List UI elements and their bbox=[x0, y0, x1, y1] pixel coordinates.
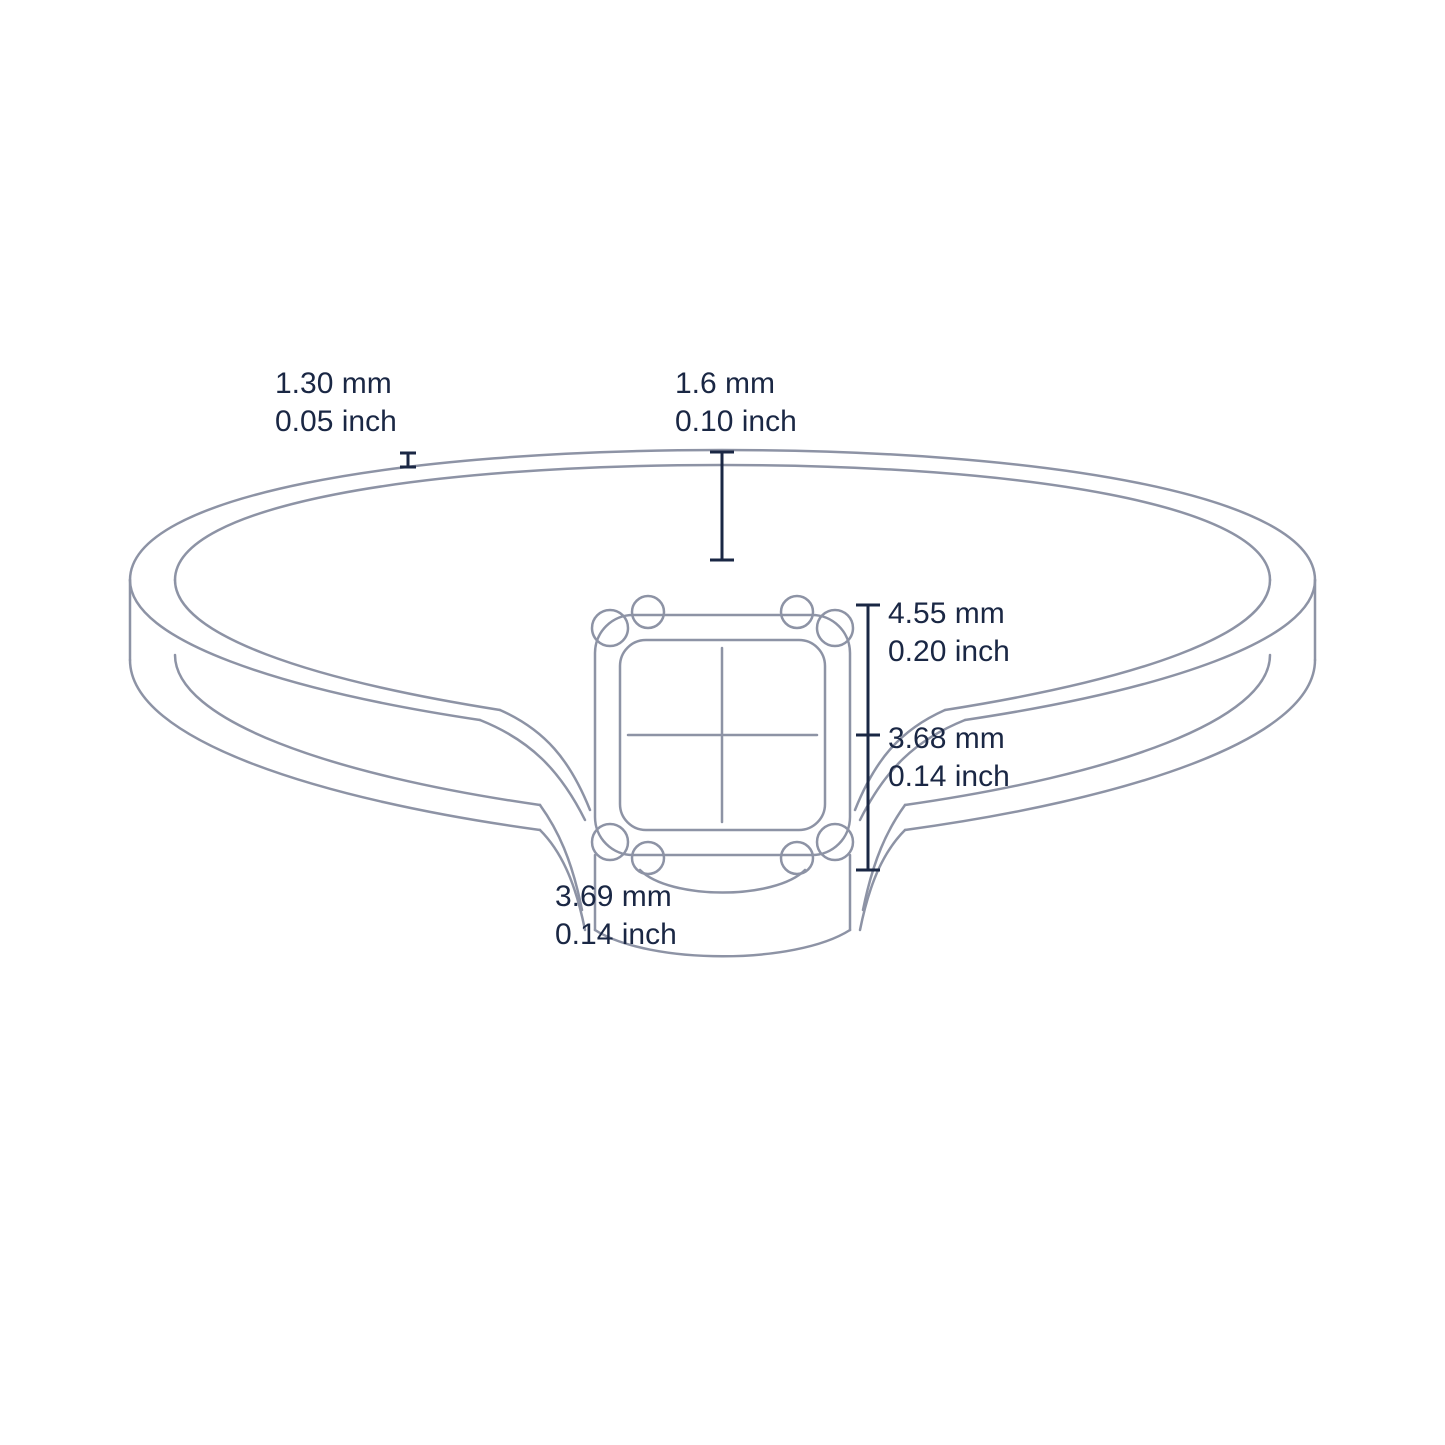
dim-band-thickness-mm: 1.30 mm bbox=[275, 367, 392, 400]
dim-stone-width-mm: 3.69 mm bbox=[555, 880, 672, 913]
dim-stone-depth-inch: 0.14 inch bbox=[888, 760, 1010, 793]
dim-band-thickness-label: 1.30 mm 0.05 inch bbox=[275, 365, 397, 440]
dim-band-thickness-inch: 0.05 inch bbox=[275, 405, 397, 438]
dim-stone-height-mm: 4.55 mm bbox=[888, 597, 1005, 630]
dim-band-width-label: 1.6 mm 0.10 inch bbox=[675, 365, 797, 440]
dim-stone-width-label: 3.69 mm 0.14 inch bbox=[555, 878, 677, 953]
ring-diagram bbox=[0, 0, 1445, 1445]
dim-stone-height-label: 4.55 mm 0.20 inch bbox=[888, 595, 1010, 670]
dim-stone-depth-mm: 3.68 mm bbox=[888, 722, 1005, 755]
dim-band-width-inch: 0.10 inch bbox=[675, 405, 797, 438]
dim-band-width-mm: 1.6 mm bbox=[675, 367, 775, 400]
dim-stone-width-inch: 0.14 inch bbox=[555, 918, 677, 951]
dim-stone-height-inch: 0.20 inch bbox=[888, 635, 1010, 668]
dim-stone-depth-label: 3.68 mm 0.14 inch bbox=[888, 720, 1010, 795]
